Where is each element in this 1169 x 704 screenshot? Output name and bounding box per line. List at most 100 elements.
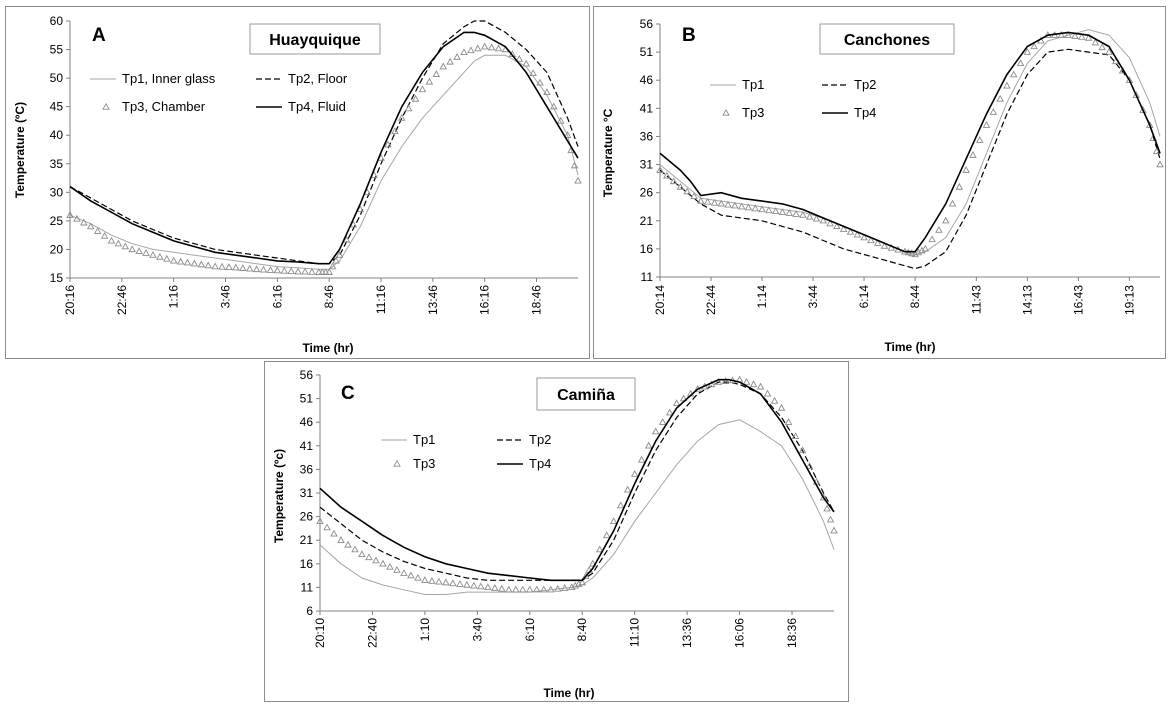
chart-b-series-tp3-point [1156, 160, 1164, 168]
chart-c-series-tp3-point [540, 585, 548, 593]
chart-b-series-tp3-point [975, 136, 984, 143]
chart-b-series-tp3-point [683, 187, 691, 195]
chart-c-series-tp3-point [463, 580, 471, 588]
chart-c-y-tick-label: 56 [300, 368, 314, 382]
chart-b-series-tp3-point [839, 225, 848, 232]
chart-a-series-tp3-chamber-point [128, 245, 136, 253]
chart-b-series-tp3-point [690, 192, 698, 200]
chart-b-x-axis-title: Time (hr) [884, 340, 935, 354]
chart-a-series-tp3-chamber-point [190, 259, 199, 267]
chart-b-legend-tp2-label: Tp2 [854, 77, 876, 92]
chart-c-title-box [536, 377, 636, 411]
chart-b-y-tick-label: 21 [640, 214, 654, 228]
chart-c-y-tick-label: 46 [300, 415, 314, 429]
chart-c-series-tp1-line [319, 419, 835, 595]
chart-b-series-tp3-point [853, 230, 862, 238]
chart-c-series-tp3-point [763, 389, 772, 397]
chart-c-series-tp3-point [830, 526, 838, 534]
chart-c-y-axis-title: Temperature (ºc) [272, 449, 286, 543]
chart-c-y-tick-label: 51 [300, 392, 314, 406]
chart-c-x-tick-label: 18:36 [785, 618, 799, 648]
chart-a-title-box [249, 23, 381, 55]
chart-b-series-tp3-point [907, 249, 916, 257]
chart-b-series-tp3-point [669, 177, 678, 185]
chart-b-series-tp3-point [833, 222, 841, 230]
chart-a-x-tick-label: 16:16 [478, 285, 492, 315]
chart-c-series-tp3-point [456, 580, 464, 587]
chart-a-series-tp3-chamber-point [100, 231, 109, 239]
chart-a-series-tp3-chamber-point [66, 211, 74, 218]
chart-a-series-tp3-chamber-point [294, 267, 302, 275]
chart-c-series-tp3-point [823, 504, 831, 512]
chart-a-series-tp3-chamber-point [183, 258, 192, 266]
chart-a-x-tick-label: 18:46 [530, 285, 544, 315]
chart-c-series-tp3-point [805, 462, 814, 469]
chart-b-series-tp3-point [1057, 31, 1066, 38]
chart-c-series-tp3-point [651, 427, 660, 435]
chart-a-x-tick-label: 22:46 [115, 285, 129, 315]
chart-c-series-tp3-point [435, 577, 443, 585]
chart-a-series-tp3-chamber-point [301, 267, 309, 275]
chart-a-series-tp3-chamber-point [439, 62, 447, 70]
chart-b-series-tp3-point [1016, 59, 1025, 67]
chart-c-series-tp3-point [714, 377, 723, 385]
chart-c-y-tick-label: 41 [300, 439, 314, 453]
chart-c-series-tp3-point [442, 578, 450, 586]
chart-b-y-tick-label: 16 [640, 242, 654, 256]
chart-b-x-tick-label: 14:13 [1020, 285, 1034, 315]
chart-b-x-tick-label: 16:43 [1071, 285, 1085, 315]
chart-b-legend-tp1-label: Tp1 [742, 77, 764, 92]
chart-c-series-tp3-point [672, 399, 681, 406]
chart-b-series-tp3-point [982, 121, 991, 128]
chart-c-series-tp3-point [560, 584, 569, 591]
chart-a-series-tp3-chamber-point [494, 44, 503, 52]
chart-a-series-tp3-chamber-point [114, 239, 123, 247]
chart-a-x-tick-label: 6:16 [270, 285, 284, 309]
chart-a-panel-letter: A [92, 25, 106, 46]
chart-a-y-axis-title: Temperature (ºC) [13, 102, 27, 198]
chart-a-series-tp2-floor-line [69, 20, 579, 265]
chart-a-series-tp4-fluid-line [69, 31, 579, 265]
chart-c-panel-letter: C [341, 383, 355, 404]
chart-c-series-tp3-point [428, 576, 436, 584]
chart-a-series-tp3-chamber-point [259, 265, 268, 273]
chart-a-title: Huayquique [269, 32, 361, 49]
chart-b-svg: 11 16 21 26 31 36 41 46 51 56 20:14 22:44 1:14 3:44 6:… [601, 17, 1164, 354]
chart-b-x-tick-label: 1:14 [755, 285, 769, 309]
chart-a-x-tick-label: 3:46 [219, 285, 233, 309]
chart-c-series-tp3-point [337, 536, 345, 543]
chart-b-series-tp3-point [812, 214, 821, 222]
chart-c-series-tp3-point [637, 455, 646, 463]
chart-c-series-tp2-line [319, 381, 835, 581]
chart-a-legend-tp4-fluid: Tp4, Fluid [256, 99, 346, 114]
chart-a-series-tp1-inner-glass-line [69, 54, 579, 270]
chart-c-series-tp3-point [595, 545, 604, 553]
chart-a-series-tp3-chamber-point [563, 131, 572, 138]
chart-a-series-tp3-chamber-point [73, 214, 81, 222]
chart-a-x-tick-label: 8:46 [322, 285, 336, 309]
chart-c-series-tp3-point [749, 380, 758, 388]
chart-c-x-tick-label: 1:10 [418, 618, 432, 642]
chart-a-series-tp3-chamber-point [325, 268, 333, 275]
chart-c-series-tp3-point [630, 469, 639, 477]
chart-b-series-tp3-point [918, 246, 926, 254]
chart-a-x-tick-label: 13:46 [426, 285, 440, 315]
chart-b-y-tick-label: 11 [641, 270, 654, 284]
chart-b-series-tp3-point [724, 200, 732, 208]
chart-c-x-tick-label: 6:10 [523, 618, 537, 642]
chart-a-series-tp3-chamber-point [536, 78, 544, 86]
chart-c-title: Camiña [557, 387, 615, 404]
chart-c-series-tp3-point [400, 569, 408, 576]
chart-c-series-tp3-point [665, 408, 674, 416]
chart-b-series-tp3-point [805, 212, 814, 220]
chart-b-x-tick-label: 8:44 [908, 285, 922, 309]
chart-c-legend-tp1: Tp1 [381, 432, 435, 447]
chart-a-y-tick-label: 40 [50, 128, 64, 142]
chart-b-series-tp3-point [826, 219, 834, 227]
chart-c-series-tp3-point [344, 540, 352, 548]
chart-c-series-tp3-point [791, 432, 800, 440]
chart-c-series-tp3-point [323, 523, 331, 531]
chart-a-series-tp3-chamber-point [211, 262, 219, 270]
chart-c-series-tp3-point [588, 559, 597, 567]
chart-a-series-tp3-chamber-point [266, 266, 275, 273]
